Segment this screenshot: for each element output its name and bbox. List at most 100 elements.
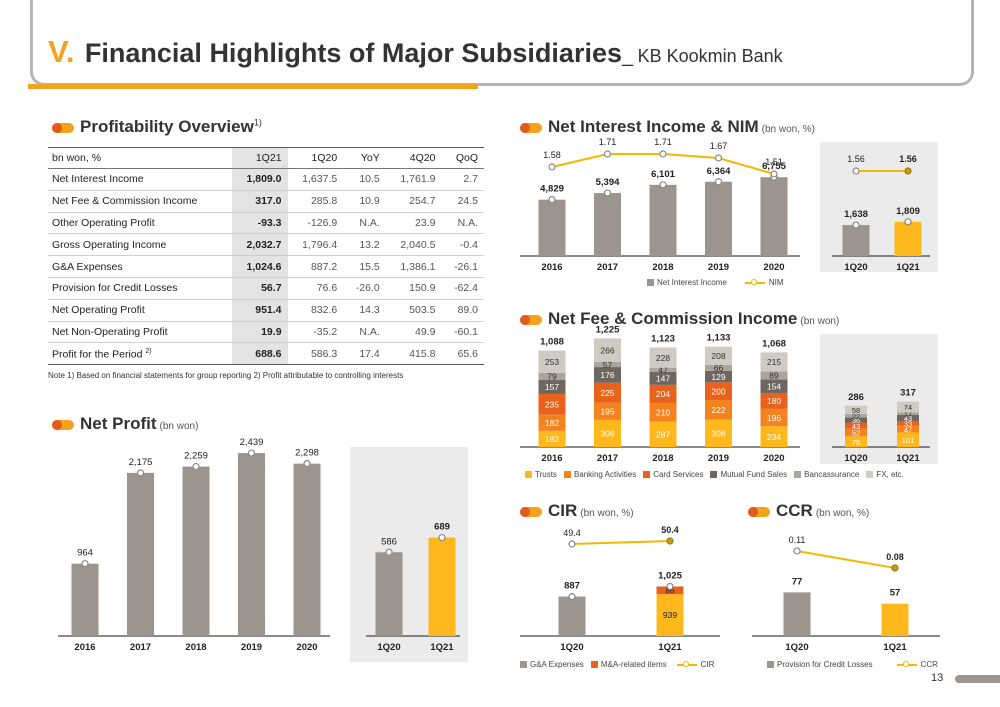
bar-value-label: 6,101 [651, 169, 675, 180]
title-main: Financial Highlights of Major Subsidiari… [84, 38, 622, 68]
bar-total-label: 1,068 [762, 338, 786, 349]
profitability-heading: Profitability Overview1) [52, 117, 262, 137]
bar [649, 184, 677, 256]
ccr-line [796, 550, 896, 569]
table-cell: 76.6 [287, 277, 344, 300]
x-tick-label: 2020 [763, 262, 784, 273]
col-header: 4Q20 [385, 147, 442, 169]
legend-label: CIR [700, 660, 715, 669]
legend-label: Provision for Credit Losses [777, 660, 873, 669]
segment-value-label: 204 [656, 389, 670, 399]
segment-value-label: 222 [711, 405, 725, 415]
x-tick-label: 2016 [541, 262, 562, 273]
legend-swatch [563, 471, 571, 478]
bar-segment [594, 367, 621, 383]
bar-segment [760, 408, 788, 427]
table-cell: 951.4 [231, 299, 288, 322]
segment-value-label: 195 [600, 406, 614, 416]
bar-segment [760, 426, 788, 447]
data-point-marker [714, 154, 723, 162]
x-tick-label: 2018 [652, 453, 673, 464]
legend-label: Bancassurance [804, 470, 860, 479]
table-cell: 13.2 [343, 233, 386, 257]
bar-value-label: 6,364 [707, 166, 731, 177]
table-cell: 2.7 [441, 168, 484, 191]
nii-quarter-panel [820, 142, 938, 272]
table-cell: 14.3 [343, 299, 386, 322]
bar-segment [705, 419, 732, 447]
bar [760, 177, 788, 256]
bar-total-label: 1,025 [658, 570, 682, 581]
x-tick-label: 2016 [74, 642, 95, 653]
table-cell: 317.0 [231, 190, 288, 213]
bullet-pill-icon [520, 506, 542, 517]
line-value-label: 50.4 [661, 525, 679, 535]
bar-segment [705, 370, 732, 383]
data-point-marker [603, 189, 612, 197]
x-tick-label: 2019 [708, 453, 729, 464]
bar-segment [594, 362, 621, 368]
line-value-label: 0.08 [886, 552, 904, 562]
nii-legend: Net Interest Income NIM [640, 278, 783, 287]
x-tick-label: 2019 [708, 262, 729, 273]
segment-value-label: 235 [545, 400, 559, 410]
row-label: Net Fee & Commission Income [48, 190, 232, 213]
table-cell: 24.5 [441, 190, 484, 213]
row-label: Gross Operating Income [48, 233, 232, 257]
table-row: Net Operating Profit 951.4 832.6 14.3 503.5 8… [48, 299, 484, 322]
line-value-label: 1.67 [710, 141, 728, 151]
row-label: Provision for Credit Losses [48, 277, 232, 300]
row-label: Other Operating Profit [48, 212, 232, 235]
x-tick-label: 2020 [763, 453, 784, 464]
table-note: Note 1) Based on financial statements fo… [48, 371, 404, 380]
data-point-marker [603, 150, 612, 158]
bar-segment [594, 382, 621, 403]
data-point-marker [659, 181, 667, 189]
table-row: Net Non-Operating Profit 19.9 -35.2 N.A. 49.… [48, 321, 484, 344]
col-header: QoQ [441, 147, 484, 169]
bar-segment [594, 338, 621, 363]
segment-value-label: 253 [545, 357, 559, 367]
table-row: Net Fee & Commission Income 317.0 285.8 10.… [48, 190, 484, 213]
table-cell: -35.2 [287, 321, 344, 344]
segment-value-label: 208 [711, 351, 725, 361]
data-point-marker [136, 469, 145, 477]
row-label: Net Operating Profit [48, 299, 232, 322]
cir-unit: (bn won, %) [580, 508, 634, 519]
table-cell: 19.9 [231, 321, 288, 344]
bar [238, 453, 265, 636]
table-cell: 150.9 [385, 277, 442, 300]
table-cell: 832.6 [287, 299, 344, 322]
x-tick-label: 2020 [296, 642, 317, 653]
data-point-marker [568, 592, 576, 601]
x-tick-label: 1Q21 [883, 642, 907, 653]
segment-value-label: 287 [656, 429, 670, 439]
segment-value-label: 228 [656, 353, 670, 363]
legend-label: Mutual Fund Sales [720, 470, 788, 479]
table-row: Provision for Credit Losses 56.7 76.6 -26.0… [48, 277, 484, 300]
table-header-row: bn won, % 1Q21 1Q20 YoY 4Q20 QoQ [48, 147, 484, 169]
x-tick-label: 2017 [130, 642, 151, 653]
data-point-marker [770, 170, 778, 178]
table-cell: 2,040.5 [385, 233, 442, 257]
segment-value-label: 147 [656, 374, 670, 384]
x-tick-label: 2018 [185, 642, 206, 653]
table-cell: 503.5 [385, 299, 442, 322]
header-frame [30, 0, 974, 86]
legend-label: Net Interest Income [657, 278, 727, 287]
table-cell: 285.8 [287, 190, 344, 213]
nii-unit: (bn won, %) [761, 124, 816, 135]
bar-segment [538, 393, 566, 415]
bar-segment [538, 350, 566, 374]
data-point-marker [770, 173, 778, 181]
col-header: YoY [343, 147, 386, 169]
x-tick-label: 2017 [597, 262, 618, 273]
segment-value-label: 308 [711, 429, 725, 439]
table-cell: 1,386.1 [385, 255, 442, 278]
fee-title: Net Fee & Commission Income [548, 309, 798, 328]
bar-segment [594, 402, 621, 420]
title-separator: _ [621, 45, 634, 67]
page-title: V. Financial Highlights of Major Subsidi… [48, 34, 783, 70]
data-point-marker [714, 178, 723, 186]
